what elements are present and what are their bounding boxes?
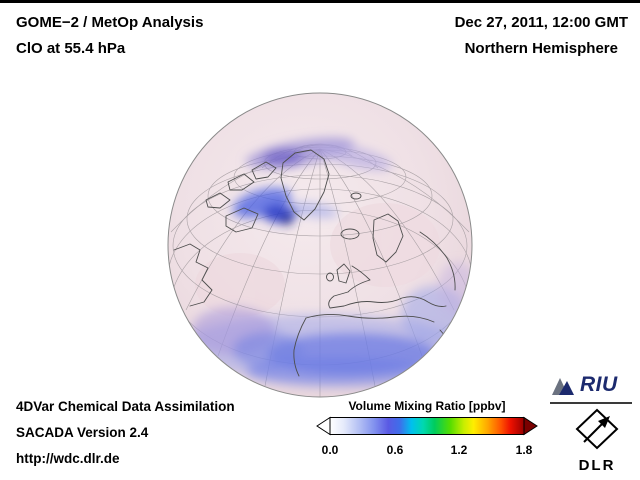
colorbar-title: Volume Mixing Ratio [ppbv]: [348, 399, 506, 413]
plot-datetime: Dec 27, 2011, 12:00 GMT: [454, 14, 628, 31]
colorbar-overflow-arrow: [523, 416, 538, 436]
globe-limb: [167, 92, 473, 398]
colorbar-block: Volume Mixing Ratio [ppbv]: [316, 399, 538, 458]
dlr-logo: DLR: [566, 407, 628, 474]
clo-data-layer: [180, 137, 472, 387]
riu-logo: RIU: [550, 372, 632, 404]
colorbar-tick-label: 0.6: [386, 443, 404, 457]
attribution-line-1: 4DVar Chemical Data Assimilation: [16, 399, 235, 414]
attribution-block: 4DVar Chemical Data Assimilation SACADA …: [16, 394, 235, 472]
dlr-logo-text: DLR: [578, 457, 616, 474]
riu-mountain-icon: [552, 378, 574, 395]
plot-region: Northern Hemisphere: [464, 40, 618, 57]
colorbar-tick-label: 1.2: [450, 443, 468, 457]
top-border: [0, 0, 640, 3]
attribution-url: http://wdc.dlr.de: [16, 451, 120, 466]
coastlines: [173, 149, 456, 377]
plot-datetime-block: Dec 27, 2011, 12:00 GMT Northern Hemisph…: [455, 10, 628, 62]
colorbar-underflow-arrow: [316, 416, 331, 436]
attribution-line-2: SACADA Version 2.4: [16, 425, 149, 440]
plot-subtitle: ClO at 55.4 hPa: [16, 40, 126, 57]
dlr-emblem-icon: [575, 408, 619, 450]
colorbar-tick-label: 0.0: [321, 443, 339, 457]
plot-title: GOME−2 / MetOp Analysis: [16, 14, 204, 31]
colorbar-ticks: 0.0 0.6 1.2 1.8: [316, 443, 538, 458]
colorbar-tick-label: 1.8: [515, 443, 533, 457]
riu-logo-text: RIU: [580, 373, 618, 396]
colorbar-gradient-bar: [316, 416, 538, 436]
plot-title-block: GOME−2 / MetOp Analysis ClO at 55.4 hPa: [16, 10, 203, 62]
